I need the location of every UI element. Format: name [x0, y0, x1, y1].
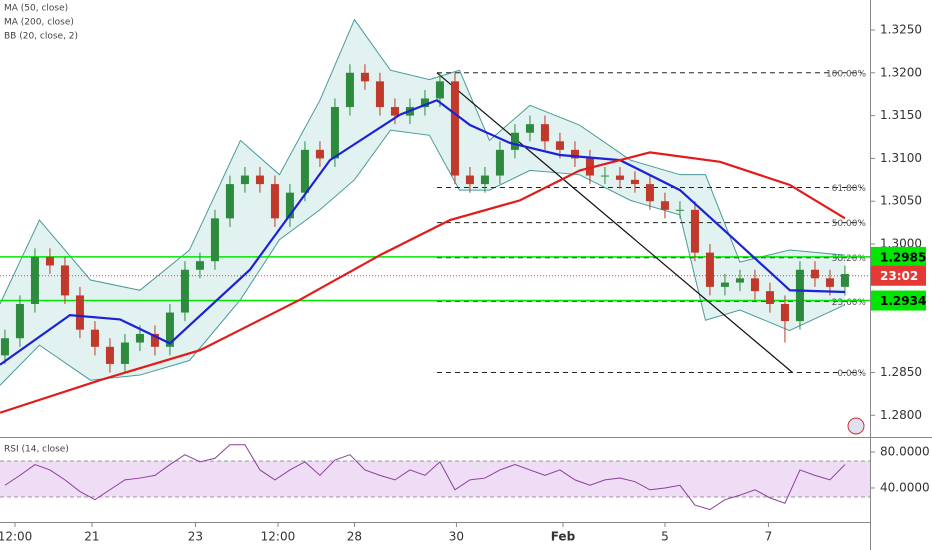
candle-body: [360, 72, 369, 82]
candle-body: [195, 261, 204, 270]
rsi-y-tick-label: 80.0000: [880, 444, 930, 458]
fib-label: 0.00%: [837, 369, 866, 379]
candle-body: [225, 184, 234, 219]
candle-body: [480, 175, 489, 185]
candle-body: [690, 209, 699, 253]
y-tick-label: 1.3100: [880, 151, 922, 165]
candle-body: [825, 278, 834, 287]
candle-body: [810, 269, 819, 279]
candle-body: [255, 175, 264, 185]
candle-body: [780, 303, 789, 322]
y-tick-label: 1.3150: [880, 108, 922, 122]
price-marker-label: 1.2934: [880, 294, 926, 308]
candle-body: [630, 179, 639, 185]
rsi-line: [4, 444, 846, 511]
candle-body: [345, 72, 354, 108]
candle-body: [270, 184, 279, 219]
candle-body: [180, 269, 189, 313]
candle-body: [315, 149, 324, 159]
x-tick-label: 23: [188, 530, 203, 544]
fib-label: 100.00%: [826, 69, 866, 79]
candle-body: [105, 346, 114, 364]
legend-ma200: MA (200, close): [4, 18, 74, 28]
x-tick-label: 30: [449, 530, 464, 544]
fib-label: 23.60%: [832, 298, 867, 308]
candle-body: [0, 338, 9, 356]
candle-body: [90, 329, 99, 347]
candle-body: [645, 184, 654, 202]
candle-body: [600, 175, 609, 177]
candle-body: [705, 252, 714, 287]
candle-body: [135, 333, 144, 343]
candle-body: [165, 312, 174, 347]
candle-body: [120, 342, 129, 364]
x-tick-label: 12:00: [261, 530, 296, 544]
legend-bb: BB (20, close, 2): [4, 32, 78, 42]
candle-body: [540, 124, 549, 142]
candle-body: [285, 192, 294, 219]
y-tick-label: 1.2800: [880, 408, 922, 422]
x-tick-label: 28: [347, 530, 362, 544]
moving-average: [0, 98, 845, 366]
candle-body: [735, 278, 744, 283]
bb-fill: [0, 19, 845, 386]
price-marker-box: [871, 265, 926, 286]
logo: [847, 417, 865, 435]
candle-body: [390, 107, 399, 116]
candle-body: [375, 81, 384, 108]
candle-body: [510, 132, 519, 150]
bb-upper: [0, 18, 845, 305]
x-tick-label: 21: [84, 530, 99, 544]
fib-label: 50.00%: [832, 219, 867, 229]
legend-rsi: RSI (14, close): [4, 445, 69, 455]
candle-body: [675, 209, 684, 211]
y-tick-label: 1.2850: [880, 365, 922, 379]
trend-line: [436, 72, 793, 373]
candle-body: [240, 175, 249, 185]
fib-label: 38.20%: [832, 254, 867, 264]
price-marker-label: 1.2985: [880, 250, 926, 264]
candle-body: [570, 149, 579, 159]
candle-body: [60, 265, 69, 296]
candle-body: [450, 81, 459, 176]
candle-body: [615, 175, 624, 180]
candle-body: [465, 175, 474, 185]
candle-body: [660, 201, 669, 210]
fib-label: 61.80%: [832, 184, 867, 194]
x-tick-label: 12:00: [0, 530, 32, 544]
price-marker-box: [871, 290, 926, 311]
candle-body: [720, 282, 729, 287]
candle-body: [300, 149, 309, 193]
x-tick-label: 5: [661, 530, 669, 544]
bb-lower: [0, 129, 846, 386]
rsi-y-tick-label: 40.0000: [880, 480, 930, 494]
candle-body: [840, 274, 849, 287]
y-tick-label: 1.3050: [880, 194, 922, 208]
legend-ma50: MA (50, close): [4, 4, 68, 14]
candle-body: [30, 256, 39, 304]
y-tick-label: 1.3200: [880, 65, 922, 79]
candle-body: [750, 278, 759, 292]
candle-body: [795, 269, 804, 322]
candle-body: [15, 303, 24, 339]
candle-body: [765, 291, 774, 304]
candle-body: [435, 81, 444, 99]
x-tick-label: Feb: [551, 530, 576, 544]
price-marker-label: 23:02: [880, 269, 918, 283]
candle-body: [525, 124, 534, 133]
price-marker-box: [871, 246, 926, 267]
candle-body: [150, 333, 159, 347]
candle-body: [210, 218, 219, 262]
candle-body: [420, 98, 429, 108]
candle-body: [75, 295, 84, 330]
candle-body: [330, 107, 339, 159]
candle-body: [555, 141, 564, 150]
y-tick-label: 1.3250: [880, 22, 922, 36]
x-tick-label: 7: [765, 530, 773, 544]
candle-body: [45, 256, 54, 266]
moving-average: [0, 151, 846, 414]
candle-body: [495, 149, 504, 176]
